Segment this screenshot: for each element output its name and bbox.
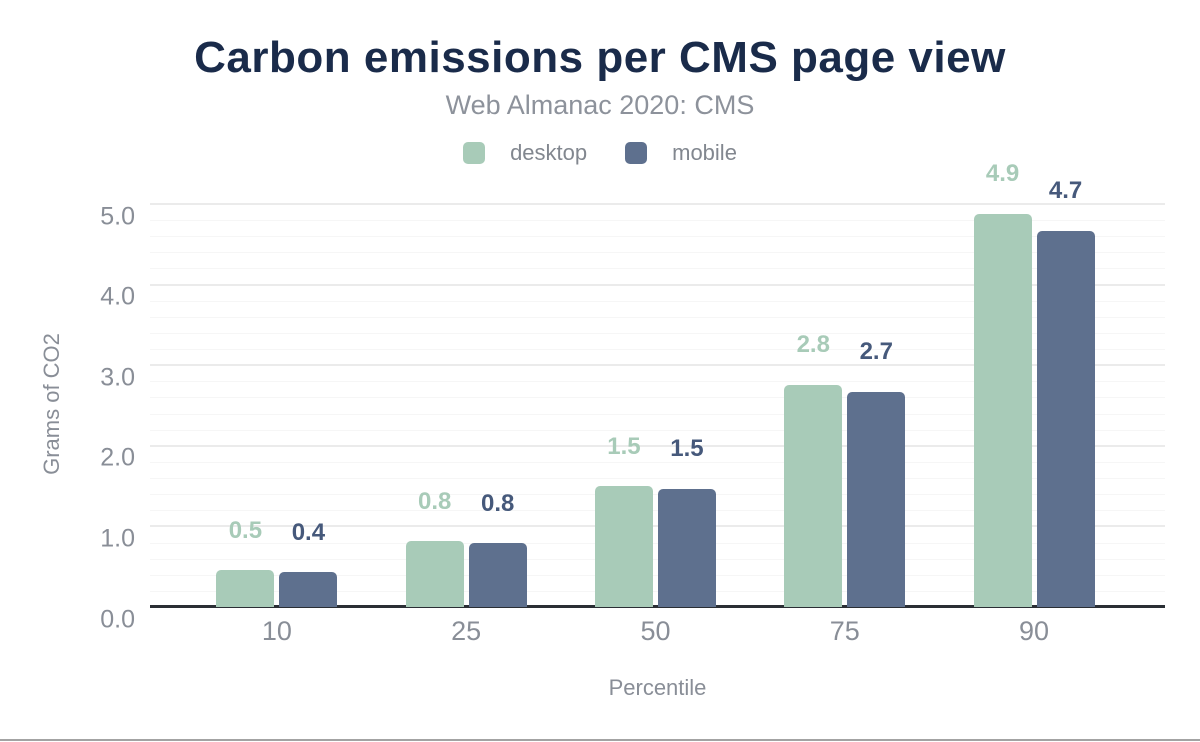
bar-group-50: 1.5 1.5 <box>594 190 716 607</box>
bar-value-label-desktop-50: 1.5 <box>607 432 641 460</box>
legend-entry-desktop: desktop <box>463 140 587 166</box>
gridline-minor <box>150 429 1165 431</box>
bar-group-10: 0.5 0.4 <box>216 190 338 607</box>
gridline-minor <box>150 574 1165 576</box>
gridline-major <box>150 444 1165 447</box>
gridline-minor <box>150 590 1165 592</box>
bar-desktop-75: 2.8 <box>784 331 843 607</box>
legend-label-mobile: mobile <box>672 140 737 165</box>
bottom-border-line <box>0 739 1200 741</box>
gridline-minor <box>150 220 1165 222</box>
bar-value-label-mobile-10: 0.4 <box>291 518 326 546</box>
bar-value-label-mobile-75: 2.7 <box>859 338 893 366</box>
legend-entry-mobile: mobile <box>625 140 737 166</box>
gridline-minor <box>150 397 1165 399</box>
x-tick-label-25: 25 <box>451 616 482 646</box>
gridline-minor <box>150 510 1165 512</box>
bar-mobile-75: 2.7 <box>847 339 906 607</box>
bar-value-label-desktop-10: 0.5 <box>228 516 263 544</box>
y-tick-label: 2.0 <box>100 443 135 472</box>
bar-group-90: 4.9 4.7 <box>973 160 1095 607</box>
x-axis-line <box>150 605 1165 608</box>
bar-desktop-25: 0.8 <box>405 488 464 607</box>
plot-area: 0.0 1.0 2.0 3.0 4.0 5.0 0.5 0.4 10 0.8 0.8 25 1.5 1.5… <box>100 160 1165 645</box>
desktop-swatch-icon <box>463 142 486 164</box>
bar-mobile-50: 1.5 <box>657 435 716 607</box>
bar-group-25: 0.8 0.8 <box>405 190 527 607</box>
gridline-minor <box>150 558 1165 560</box>
bar-value-label-mobile-50: 1.5 <box>670 435 704 463</box>
bar-mobile-25: 0.8 <box>468 490 527 607</box>
bar-value-label-desktop-75: 2.8 <box>796 331 830 359</box>
gridline-minor <box>150 542 1165 544</box>
bar-mobile-90: 4.7 <box>1036 177 1095 607</box>
bar-group-75: 2.8 2.7 <box>784 190 906 607</box>
gridline-minor <box>150 252 1165 254</box>
chart-title: Carbon emissions per CMS page view <box>194 33 1006 82</box>
bar-desktop-50: 1.5 <box>594 433 653 607</box>
bar-desktop-10: 0.5 <box>216 517 275 607</box>
bar-value-label-mobile-90: 4.7 <box>1048 177 1083 205</box>
gridline-minor <box>150 349 1165 351</box>
gridline-major <box>150 283 1165 286</box>
gridline-major <box>150 203 1165 205</box>
bar-value-label-desktop-25: 0.8 <box>417 487 452 515</box>
y-tick-label: 4.0 <box>100 282 135 311</box>
gridline-minor <box>150 268 1165 270</box>
x-tick-label-90: 90 <box>1019 616 1050 646</box>
x-tick-label-50: 50 <box>640 616 671 646</box>
gridline-major <box>150 525 1165 528</box>
gridline-minor <box>150 413 1165 415</box>
y-tick-label: 5.0 <box>100 202 135 230</box>
x-tick-label-10: 10 <box>261 616 292 646</box>
x-axis-title: Percentile <box>608 675 707 700</box>
gridline-minor <box>150 316 1165 318</box>
legend-label-desktop: desktop <box>510 140 588 165</box>
y-tick-label: 0.0 <box>100 605 135 633</box>
gridline-minor <box>150 236 1165 238</box>
bar-value-label-mobile-25: 0.8 <box>480 489 515 517</box>
legend: desktop mobile <box>0 140 1200 166</box>
x-tick-label-75: 75 <box>829 616 860 646</box>
gridline-major <box>150 364 1165 367</box>
gridline-minor <box>150 381 1165 383</box>
gridline-minor <box>150 478 1165 480</box>
bar-value-label-desktop-90: 4.9 <box>985 160 1020 188</box>
y-tick-label: 3.0 <box>100 363 135 392</box>
gridline-minor <box>150 332 1165 334</box>
y-tick-label: 1.0 <box>100 524 135 553</box>
gridline-minor <box>150 461 1165 463</box>
chart-subtitle: Web Almanac 2020: CMS <box>445 90 755 120</box>
bar-mobile-10: 0.4 <box>279 519 338 607</box>
gridline-minor <box>150 494 1165 496</box>
bar-desktop-90: 4.9 <box>973 160 1032 607</box>
gridline-minor <box>150 300 1165 302</box>
mobile-swatch-icon <box>625 142 648 164</box>
